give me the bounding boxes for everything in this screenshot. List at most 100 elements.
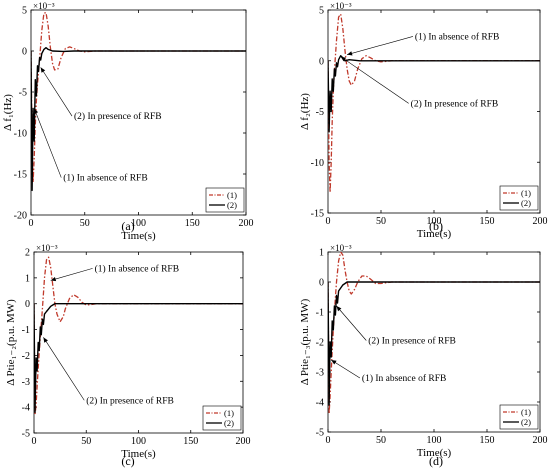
legend-label-1: (1) [227, 190, 237, 200]
legend-label-2: (2) [224, 418, 234, 428]
y-tick-label: -4 [22, 403, 30, 414]
y-tick-label: -15 [14, 170, 27, 181]
y-tick-label: -1 [22, 325, 30, 336]
annotation-arrow [40, 67, 73, 117]
y-tick-label: 1 [319, 248, 324, 259]
legend-label-2: (2) [521, 417, 531, 427]
chart-panel-1: 0 50 100 150 200 -20 -15 -10 -5 0 5 ×10⁻³ Time(s) Δ f… [2, 1, 254, 242]
y-exponent-label: ×10⁻³ [36, 243, 58, 253]
chart-panel-3: 0 50 100 150 200 -5 -4 -3 -2 -1 0 1 2 ×10⁻³ Time(s) Δ P… [5, 243, 251, 468]
annotation-arrowhead [347, 51, 353, 56]
annotation-arrowhead [331, 360, 337, 365]
x-tick-label: 0 [29, 218, 34, 229]
annotation-arrow [43, 337, 85, 401]
annotation-label: (1) In absence of RFB [63, 173, 147, 184]
series-line-1 [328, 13, 540, 194]
panel-caption: (b) [429, 219, 443, 233]
y-tick-label: 2 [25, 248, 30, 259]
y-tick-label: 0 [22, 47, 27, 58]
legend: (1)(2) [499, 185, 539, 211]
y-axis-label: Δ f₂(Hz) [299, 93, 311, 130]
series-line-1 [34, 256, 243, 416]
y-tick-label: -4 [316, 398, 324, 409]
annotation-arrowhead [33, 108, 39, 114]
series-line-2 [328, 55, 540, 133]
x-axis-label: Time(s) [417, 447, 452, 459]
y-tick-label: -2 [316, 338, 324, 349]
annotation-arrowhead [43, 337, 48, 343]
legend: (1)(2) [499, 404, 539, 430]
y-tick-label: -3 [316, 368, 324, 379]
x-tick-label: 0 [326, 435, 331, 446]
annotation-arrow [346, 36, 414, 55]
x-tick-label: 50 [376, 435, 386, 446]
x-axis-label: Time(s) [121, 230, 156, 242]
legend-label-2: (2) [227, 200, 237, 210]
legend-box [202, 405, 242, 431]
y-tick-label: -20 [14, 211, 27, 222]
x-axis-label: Time(s) [121, 448, 156, 460]
annotation-label: (2) In presence of RFB [411, 98, 499, 109]
y-tick-label: -5 [19, 88, 27, 99]
x-tick-label: 50 [376, 216, 386, 227]
y-exponent-label: ×10⁻³ [330, 243, 352, 253]
annotation-arrowhead [340, 56, 347, 62]
x-tick-label: 200 [533, 435, 548, 446]
legend-box [499, 404, 539, 430]
y-axis-label: Δ f₁(Hz) [2, 94, 14, 131]
y-tick-label: 0 [25, 299, 30, 310]
annotation-arrow [33, 108, 62, 178]
y-tick-label: -10 [311, 158, 324, 169]
y-exponent-label: ×10⁻³ [33, 1, 55, 11]
x-tick-label: 150 [480, 435, 495, 446]
series-line-1 [31, 11, 246, 183]
annotation-label: (2) In presence of RFB [86, 395, 174, 406]
y-tick-label: -5 [22, 429, 30, 440]
x-tick-label: 200 [239, 218, 254, 229]
x-tick-label: 150 [185, 218, 200, 229]
x-tick-label: 100 [427, 216, 442, 227]
x-tick-label: 100 [131, 436, 146, 447]
legend-label-1: (1) [521, 407, 531, 417]
y-tick-label: -15 [311, 209, 324, 220]
panel-caption: (d) [429, 454, 443, 468]
chart-panel-2: 0 50 100 150 200 -15 -10 -5 0 5 ×10⁻³ Time(s) Δ f₂(H… [299, 1, 548, 240]
legend-label-2: (2) [521, 198, 531, 208]
x-tick-label: 150 [480, 216, 495, 227]
annotation-arrow [340, 56, 409, 104]
annotation-arrowhead [50, 276, 57, 282]
legend-box [205, 187, 245, 213]
annotation-arrowhead [40, 67, 46, 73]
y-tick-label: -2 [22, 351, 30, 362]
y-exponent-label: ×10⁻³ [330, 1, 352, 11]
legend-label-1: (1) [521, 188, 531, 198]
series-line-2 [328, 281, 540, 406]
y-tick-label: 0 [319, 56, 324, 67]
y-tick-label: 5 [319, 6, 324, 17]
annotation-arrow [50, 268, 93, 281]
y-tick-label: -10 [14, 129, 27, 140]
x-tick-label: 50 [81, 436, 91, 447]
legend-label-1: (1) [224, 408, 234, 418]
annotation-label: (2) In presence of RFB [74, 111, 162, 122]
annotation-label: (1) In absence of RFB [415, 31, 499, 42]
x-tick-label: 150 [183, 436, 198, 447]
legend: (1)(2) [202, 405, 242, 431]
x-tick-label: 200 [236, 436, 251, 447]
y-axis-label: Δ Ptie₁₋₃(p.u. MW) [299, 298, 311, 385]
x-tick-label: 50 [80, 218, 90, 229]
annotation-label: (1) In absence of RFB [95, 263, 179, 274]
chart-panel-4: 0 50 100 150 200 -5 -4 -3 -2 -1 0 1 ×10⁻³ Time(s) Δ Pt… [299, 243, 548, 468]
panel-caption: (c) [121, 454, 134, 468]
legend-box [499, 185, 539, 211]
legend: (1)(2) [205, 187, 245, 213]
y-tick-label: -1 [316, 308, 324, 319]
x-tick-label: 200 [533, 216, 548, 227]
annotation-arrowhead [336, 306, 342, 312]
y-tick-label: 0 [319, 278, 324, 289]
y-tick-label: 1 [25, 273, 30, 284]
x-tick-label: 100 [427, 435, 442, 446]
x-axis-label: Time(s) [417, 228, 452, 240]
y-tick-label: 5 [22, 6, 27, 17]
